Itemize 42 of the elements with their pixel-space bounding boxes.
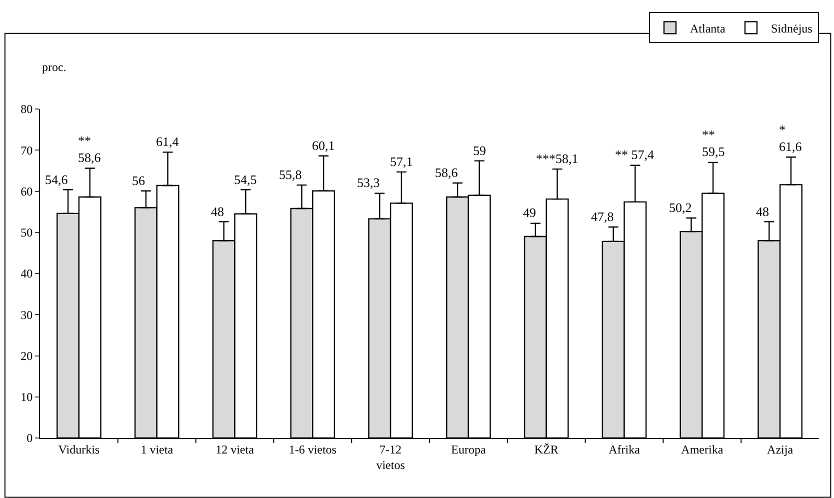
data-label: 61,4 (156, 134, 180, 149)
data-label: ** 58,6 (78, 133, 102, 165)
data-label: 47,8 (591, 209, 614, 224)
data-label: ***58,1 (536, 151, 578, 166)
x-tick-label: Vidurkis (58, 442, 100, 456)
data-label: 48 (211, 204, 224, 219)
x-tick-label: KŽR (534, 442, 558, 456)
legend-label: Sidnėjus (770, 21, 813, 36)
x-tick-label: 7-12 vietos (376, 442, 406, 472)
data-label: * 61,6 (779, 122, 802, 154)
x-tick-label: 12 vieta (216, 442, 255, 456)
data-label: 57,1 (390, 154, 413, 169)
legend-label: Atlanta (690, 21, 726, 36)
data-label: ** 59,5 (702, 127, 725, 159)
y-tick-label: 20 (20, 348, 33, 363)
y-tick-label: 10 (20, 390, 33, 404)
y-tick-label: 40 (20, 266, 33, 281)
data-label: 54,6 (45, 172, 68, 187)
data-label: 60,1 (312, 138, 335, 153)
data-label: ** 57,4 (615, 147, 654, 162)
y-tick-label: 80 (20, 102, 33, 116)
y-tick-label: 70 (20, 143, 33, 158)
x-tick-label: Amerika (681, 442, 724, 456)
y-tick-label: 0 (26, 431, 33, 446)
x-tick-label: Azija (767, 442, 794, 456)
data-label: 50,2 (669, 200, 692, 215)
data-label: 58,6 (435, 165, 458, 180)
y-tick-label: 60 (20, 184, 33, 198)
y-tick-label: 30 (20, 308, 33, 322)
data-label: 48 (756, 204, 769, 219)
x-tick-label: 1-6 vietos (288, 442, 337, 456)
data-label: 54,5 (234, 172, 257, 187)
x-tick-label: Europa (451, 442, 486, 456)
data-label: 56 (132, 173, 146, 188)
data-label: 49 (523, 205, 536, 220)
y-tick-label: 50 (20, 226, 33, 240)
data-label: 55,8 (279, 167, 302, 182)
y-axis-title: proc. (42, 60, 66, 74)
x-tick-label: 1 vieta (140, 442, 174, 456)
data-label: 53,3 (357, 175, 380, 190)
x-tick-label: Afrika (608, 442, 641, 456)
data-label: 59 (473, 143, 486, 158)
